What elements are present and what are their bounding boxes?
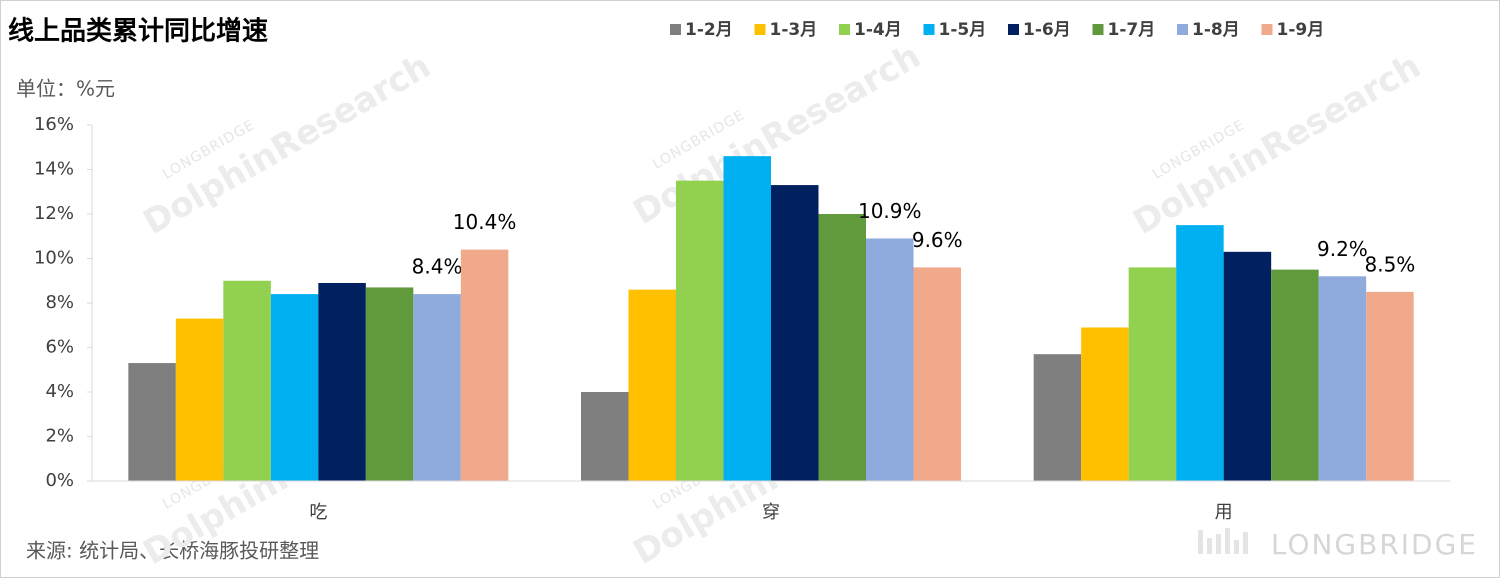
watermark-brand: LONGBRIDGE (1271, 528, 1478, 561)
x-tick-label: 用 (1215, 502, 1233, 523)
bar (413, 294, 461, 481)
bar (1366, 291, 1414, 481)
bar (818, 214, 866, 481)
legend-swatch (839, 24, 850, 35)
chart-title: 线上品类累计同比增速 (8, 16, 268, 47)
bar (365, 287, 414, 481)
bar (128, 363, 176, 481)
data-label: 8.5% (1365, 252, 1416, 276)
bar (1081, 327, 1129, 481)
bar (771, 185, 819, 481)
legend-swatch (1261, 24, 1273, 35)
bar (460, 249, 509, 481)
legend-label: 1-8月 (1192, 20, 1240, 40)
bar (270, 294, 319, 481)
bar (1318, 276, 1367, 481)
legend-label: 1-9月 (1277, 20, 1325, 40)
bar (913, 267, 961, 481)
legend-label: 1-2月 (685, 20, 733, 40)
bar (1176, 225, 1224, 481)
bar (223, 280, 271, 481)
x-tick-label: 穿 (762, 502, 780, 523)
bar (723, 156, 771, 481)
legend-label: 1-7月 (1108, 20, 1156, 40)
y-tick-label: 0% (45, 470, 74, 491)
bar (581, 392, 629, 481)
data-label: 9.2% (1317, 237, 1368, 261)
legend-label: 1-5月 (939, 20, 987, 40)
bar (1033, 354, 1082, 481)
legend-swatch (1177, 24, 1188, 35)
legend-swatch (670, 24, 681, 35)
legend-swatch (923, 24, 935, 35)
legend-label: 1-6月 (1023, 20, 1071, 40)
y-tick-label: 10% (34, 248, 74, 269)
source-note: 来源: 统计局、长桥海豚投研整理 (26, 539, 319, 563)
legend-swatch (1092, 24, 1104, 35)
legend-label: 1-3月 (770, 20, 818, 40)
unit-label: 单位：%元 (16, 77, 115, 101)
bar (866, 238, 914, 481)
data-label: 9.6% (912, 228, 963, 252)
bar (1128, 267, 1177, 481)
y-tick-label: 14% (34, 159, 74, 180)
bar (628, 289, 676, 481)
bar (318, 282, 366, 481)
data-label: 8.4% (412, 255, 463, 279)
data-label: 10.9% (858, 199, 922, 223)
legend-swatch (754, 24, 766, 35)
bar (1271, 269, 1319, 481)
bar (1223, 251, 1272, 481)
bar (175, 318, 224, 481)
bar (676, 180, 724, 481)
legend-swatch (1008, 24, 1019, 35)
y-tick-label: 6% (45, 337, 74, 358)
y-tick-label: 2% (45, 426, 74, 447)
data-label: 10.4% (453, 210, 517, 234)
watermark-logo (1198, 528, 1248, 554)
y-tick-label: 16% (34, 114, 74, 135)
x-tick-label: 吃 (309, 502, 327, 523)
y-tick-label: 12% (34, 203, 74, 224)
legend-label: 1-4月 (854, 20, 902, 40)
y-tick-label: 4% (45, 381, 74, 402)
y-tick-label: 8% (45, 292, 74, 313)
